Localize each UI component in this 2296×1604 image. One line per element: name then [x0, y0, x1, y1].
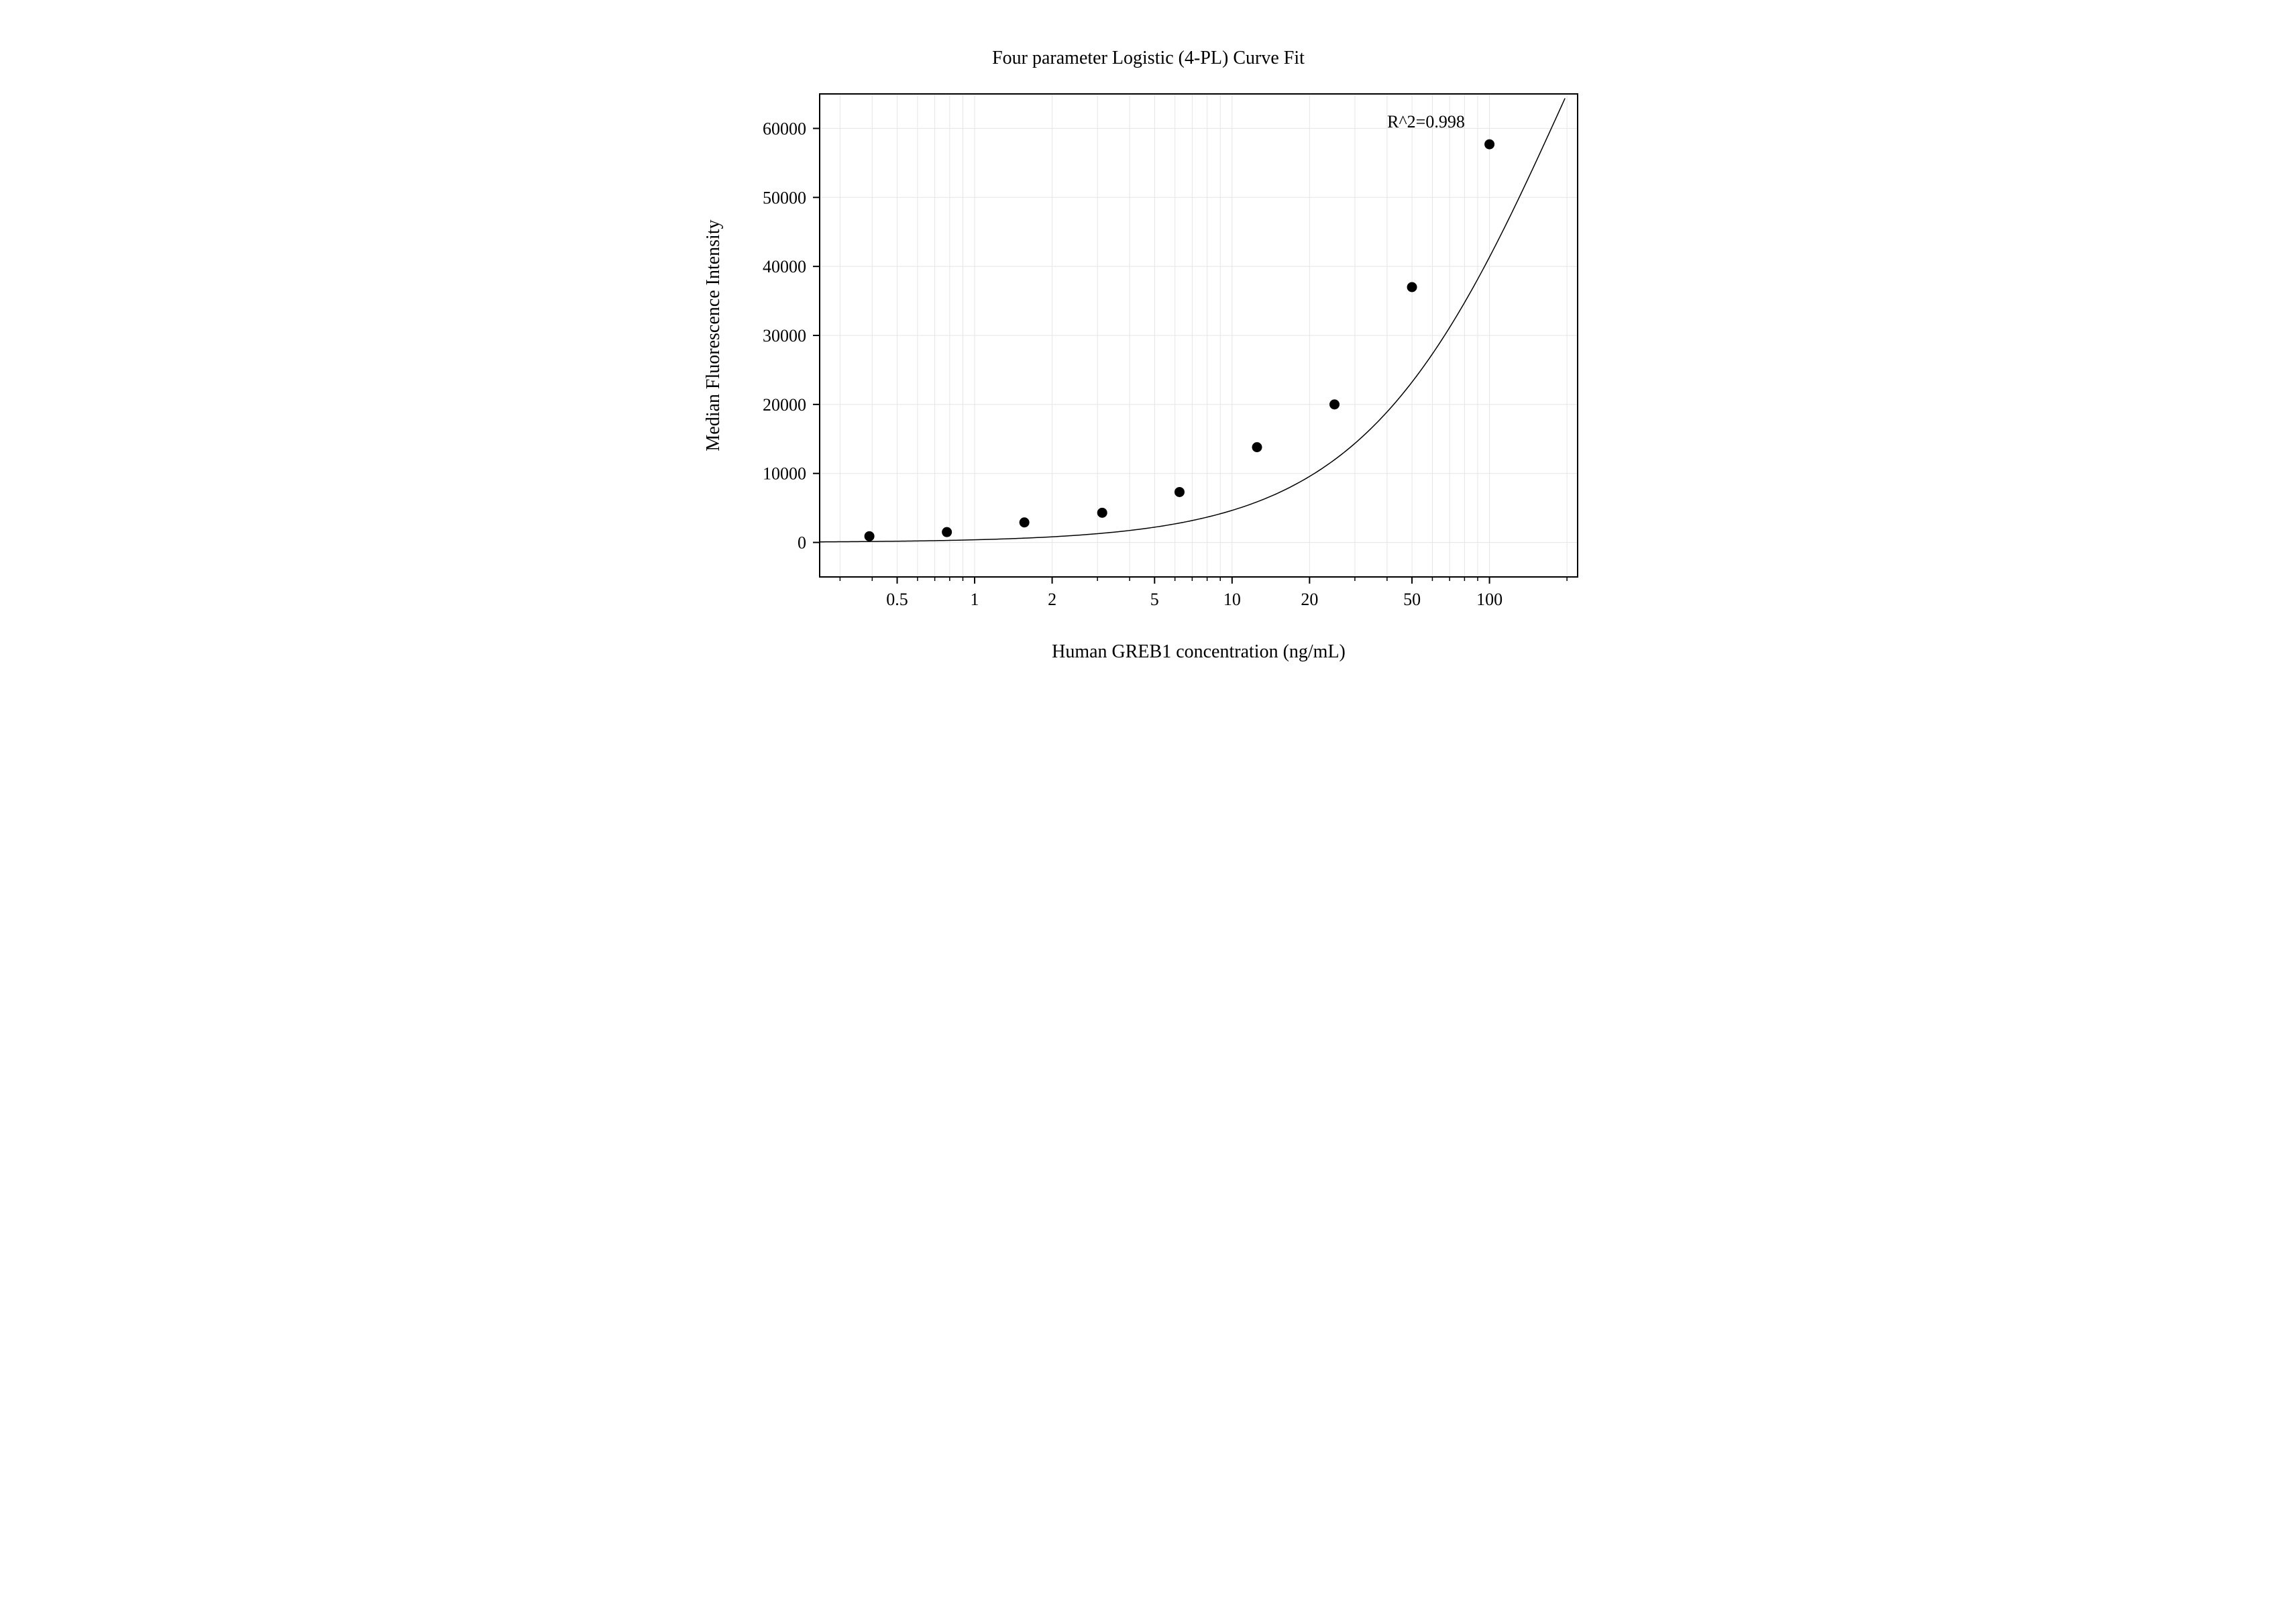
- x-axis-label: Human GREB1 concentration (ng/mL): [1052, 641, 1346, 662]
- svg-text:0.5: 0.5: [886, 590, 908, 609]
- svg-text:5: 5: [1150, 590, 1158, 609]
- svg-text:40000: 40000: [763, 257, 806, 276]
- chart-title: Four parameter Logistic (4-PL) Curve Fit: [992, 48, 1305, 68]
- chart-svg: Four parameter Logistic (4-PL) Curve Fit…: [645, 27, 1651, 731]
- x-ticks: 0.5 1 2 5 10 20 50 100: [840, 577, 1567, 609]
- svg-text:1: 1: [970, 590, 979, 609]
- svg-text:10000: 10000: [763, 464, 806, 484]
- svg-text:100: 100: [1476, 590, 1502, 609]
- svg-text:30000: 30000: [763, 326, 806, 345]
- chart-container: Four parameter Logistic (4-PL) Curve Fit…: [645, 27, 1651, 731]
- y-ticks: 0 10000 20000 30000 40000 50000 60000: [763, 119, 820, 552]
- svg-text:50: 50: [1403, 590, 1421, 609]
- svg-text:2: 2: [1048, 590, 1056, 609]
- svg-text:60000: 60000: [763, 119, 806, 138]
- r-squared-annotation: R^2=0.998: [1387, 112, 1465, 131]
- svg-text:20000: 20000: [763, 395, 806, 415]
- svg-text:20: 20: [1301, 590, 1318, 609]
- svg-text:50000: 50000: [763, 188, 806, 207]
- svg-text:0: 0: [798, 533, 806, 553]
- y-axis-label: Median Fluorescence Intensity: [703, 219, 724, 451]
- svg-text:10: 10: [1223, 590, 1240, 609]
